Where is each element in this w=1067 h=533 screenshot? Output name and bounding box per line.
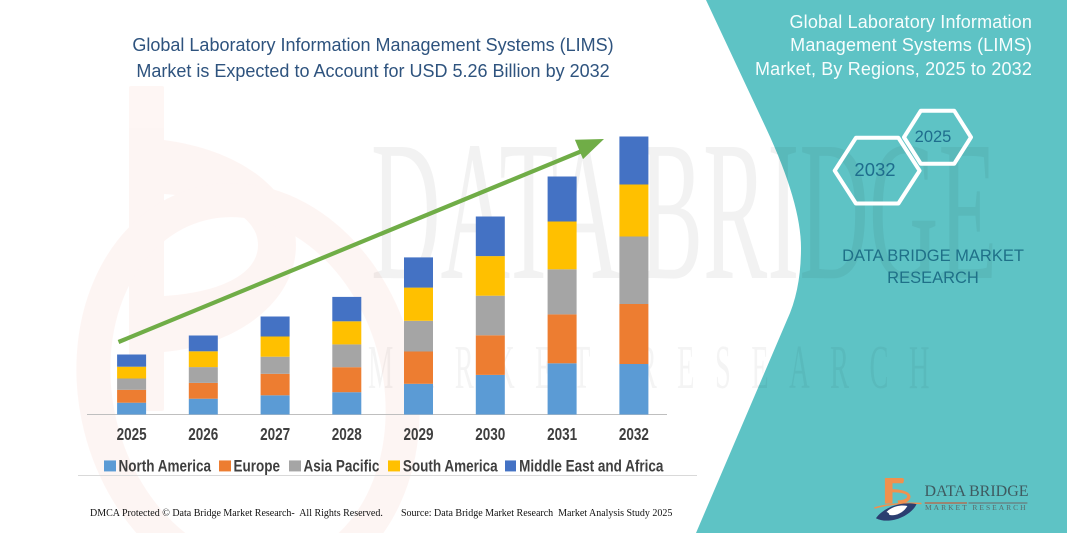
svg-text:MARKET RESEARCH: MARKET RESEARCH: [368, 331, 950, 402]
